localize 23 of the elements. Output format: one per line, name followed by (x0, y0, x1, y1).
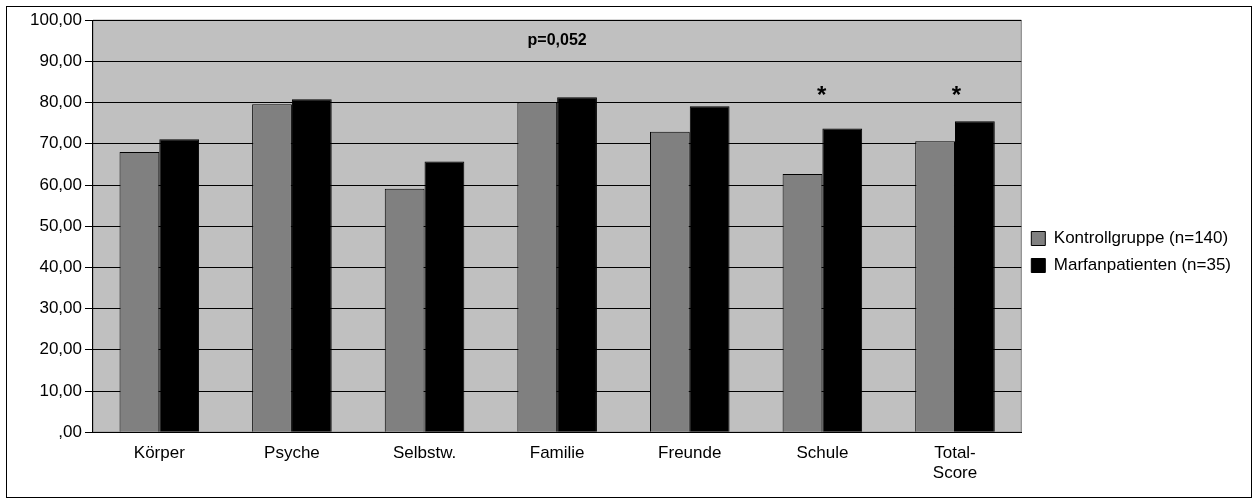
y-tick-label: 90,00 (39, 51, 82, 71)
x-tick-label: Total-Score (932, 443, 978, 483)
y-tick-label: 70,00 (39, 133, 82, 153)
x-tick-label: Körper (133, 443, 186, 463)
annotation: * (951, 80, 962, 108)
y-tick-label: 10,00 (39, 380, 82, 400)
x-tick-label: Selbstw. (392, 443, 457, 463)
legend-label: Kontrollgruppe (n=140) (1053, 228, 1229, 248)
y-tick-label: 20,00 (39, 339, 82, 359)
legend-label: Marfanpatienten (n=35) (1053, 255, 1232, 275)
y-tick-label: 30,00 (39, 298, 82, 318)
x-tick-label: Familie (529, 443, 585, 463)
y-tick-label: 50,00 (39, 215, 82, 235)
y-tick-label: 80,00 (39, 92, 82, 112)
x-tick-label: Psyche (264, 443, 320, 463)
y-tick-label: 60,00 (39, 174, 82, 194)
y-tick-label: ,00 (58, 421, 82, 441)
annotation: p=0,052 (527, 31, 587, 49)
x-tick-label: Schule (796, 443, 849, 463)
annotation: * (817, 80, 828, 108)
y-tick-label: 100,00 (30, 9, 82, 29)
y-tick-label: 40,00 (39, 257, 82, 277)
x-tick-label: Freunde (658, 443, 722, 463)
